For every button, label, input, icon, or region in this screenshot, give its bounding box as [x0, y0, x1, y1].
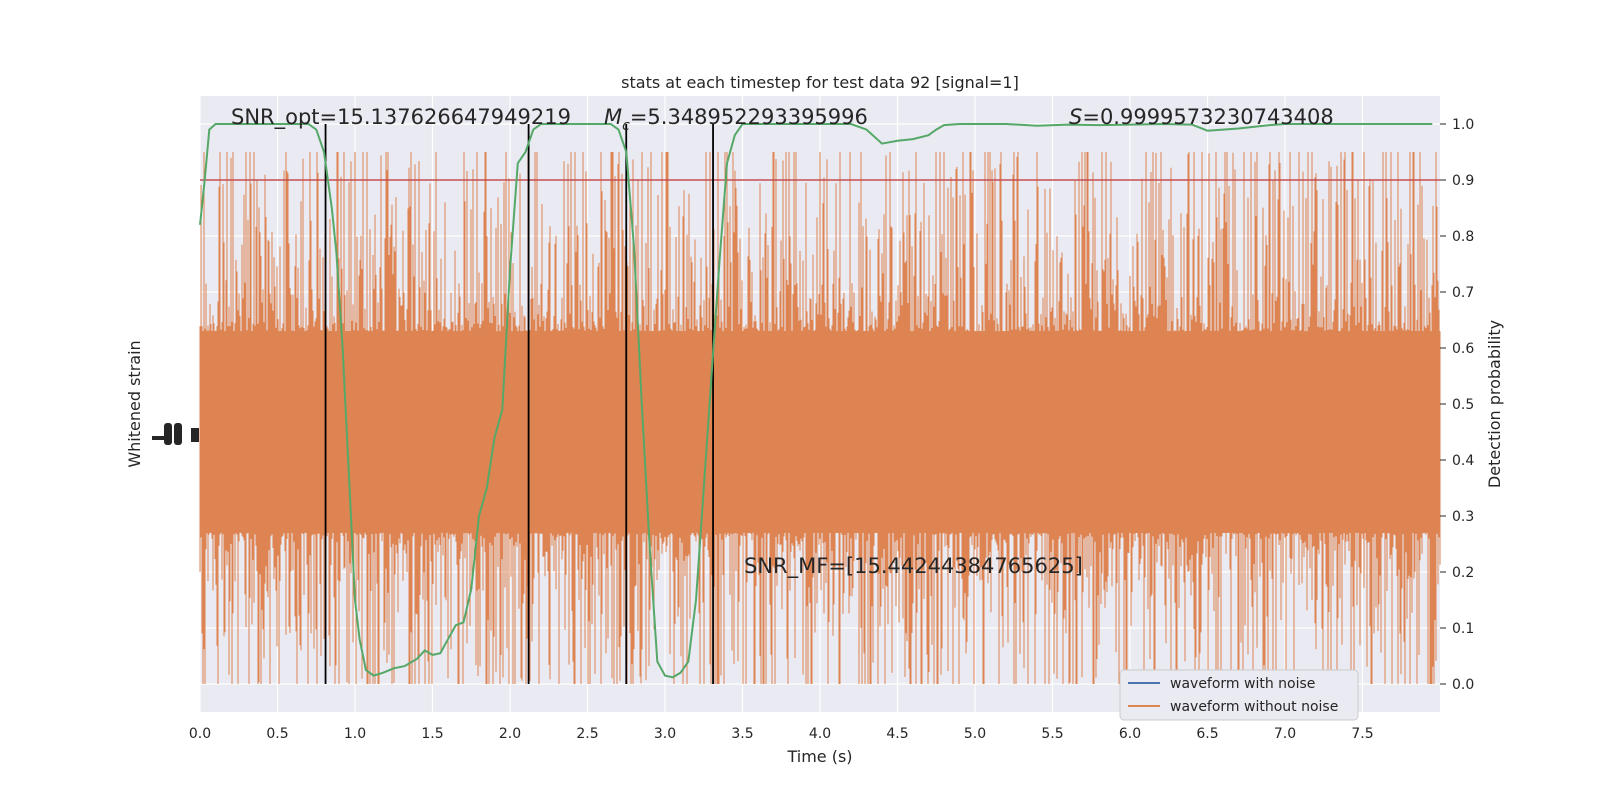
- y-tick-label-0: 0.0: [1452, 677, 1474, 693]
- x-tick-label-1: 0.5: [266, 726, 288, 742]
- y-tick-label-1: 0.1: [1452, 621, 1474, 637]
- legend: waveform with noise waveform without noi…: [1119, 669, 1359, 721]
- x-tick-label-10: 5.0: [964, 726, 986, 742]
- mc-symbol: M: [604, 105, 622, 129]
- detection-probability-series: [199, 122, 1433, 679]
- legend-box: [1119, 669, 1359, 721]
- x-tick-label-9: 4.5: [886, 726, 908, 742]
- x-tick-label-3: 1.5: [421, 726, 443, 742]
- mc-value: =5.348952293395996: [630, 105, 868, 129]
- y-tick-label-7: 0.7: [1452, 285, 1474, 301]
- y-tick-label-10: 1.0: [1452, 117, 1474, 133]
- legend-label-with-noise: waveform with noise: [1170, 676, 1315, 692]
- snr-opt-annotation: SNR_opt=15.137626647949219: [231, 105, 571, 130]
- chart-title: stats at each timestep for test data 92 …: [621, 73, 1019, 92]
- y-tick-label-6: 0.6: [1452, 341, 1474, 357]
- y-tick-label-4: 0.4: [1452, 453, 1474, 469]
- x-tick-label-14: 7.0: [1274, 726, 1296, 742]
- snr-mf-annotation: SNR_MF=[15.44244384765625]: [744, 554, 1083, 579]
- mc-annotation: Mc=5.348952293395996: [604, 105, 868, 134]
- y-tick-label-9: 0.9: [1452, 173, 1474, 189]
- x-tick-label-12: 6.0: [1119, 726, 1141, 742]
- x-axis-label: Time (s): [786, 747, 852, 766]
- s-symbol: S: [1069, 105, 1082, 129]
- y-axis-left-label: Whitened strain: [125, 340, 144, 467]
- y-axis-right-ticks: 0.0 0.1 0.2 0.3 0.4 0.5 0.6 0.7 0.8 0.9 1.0: [1440, 117, 1474, 693]
- vertical-markers: [324, 124, 714, 684]
- x-tick-label-5: 2.5: [576, 726, 598, 742]
- mc-subscript: c: [622, 118, 630, 134]
- x-axis-ticks: 0.0 0.5 1.0 1.5 2.0 2.5 3.0 3.5 4.0 4.5 5.0 5.5 6.0 6…: [189, 726, 1374, 742]
- x-tick-label-4: 2.0: [499, 726, 521, 742]
- y-axis-right-label: Detection probability: [1485, 320, 1504, 488]
- noise-spikes: [199, 152, 1441, 684]
- x-tick-label-8: 4.0: [809, 726, 831, 742]
- x-tick-label-13: 6.5: [1196, 726, 1218, 742]
- x-tick-label-0: 0.0: [189, 726, 211, 742]
- y-tick-label-3: 0.3: [1452, 509, 1474, 525]
- x-tick-label-7: 3.5: [731, 726, 753, 742]
- legend-label-without-noise: waveform without noise: [1170, 699, 1338, 715]
- s-value: =0.9999573230743408: [1082, 105, 1333, 129]
- x-tick-label-15: 7.5: [1351, 726, 1373, 742]
- x-tick-label-6: 3.0: [654, 726, 676, 742]
- x-tick-label-2: 1.0: [344, 726, 366, 742]
- noise-waveform: [199, 152, 1441, 684]
- y-tick-label-8: 0.8: [1452, 229, 1474, 245]
- left-tick-cluster: [152, 423, 199, 445]
- y-tick-label-2: 0.2: [1452, 565, 1474, 581]
- s-annotation: S=0.9999573230743408: [1069, 105, 1334, 129]
- detection-probability-line: [199, 122, 1433, 679]
- x-tick-label-11: 5.5: [1041, 726, 1063, 742]
- y-tick-label-5: 0.5: [1452, 397, 1474, 413]
